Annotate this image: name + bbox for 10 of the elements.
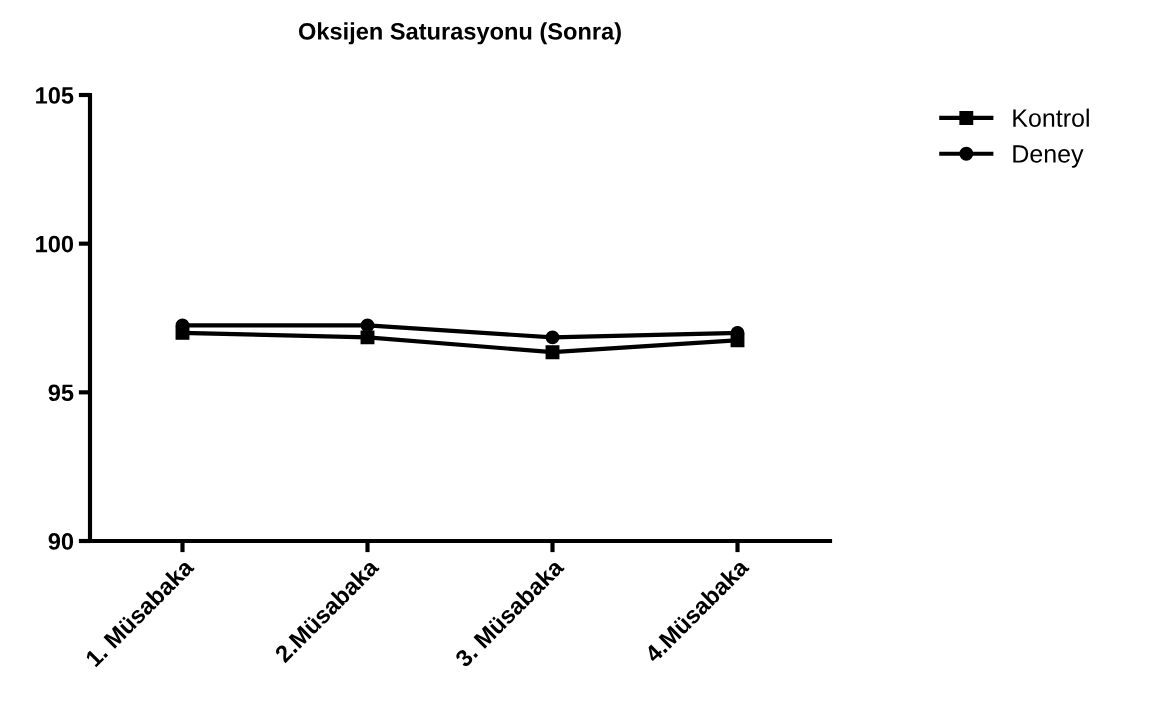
legend-label: Deney bbox=[1013, 145, 1084, 168]
point bbox=[360, 318, 375, 333]
chart-title: Oksijen Saturasyonu (Sonra) bbox=[298, 22, 621, 45]
y-tick-label: 105 bbox=[36, 87, 74, 104]
legend-label: Kontrol bbox=[1013, 108, 1089, 127]
y-tick-label: 100 bbox=[36, 235, 74, 253]
y-tick-label: 95 bbox=[48, 384, 74, 402]
point bbox=[545, 330, 560, 345]
y-tick-label: 90 bbox=[48, 533, 74, 550]
point bbox=[545, 345, 560, 360]
